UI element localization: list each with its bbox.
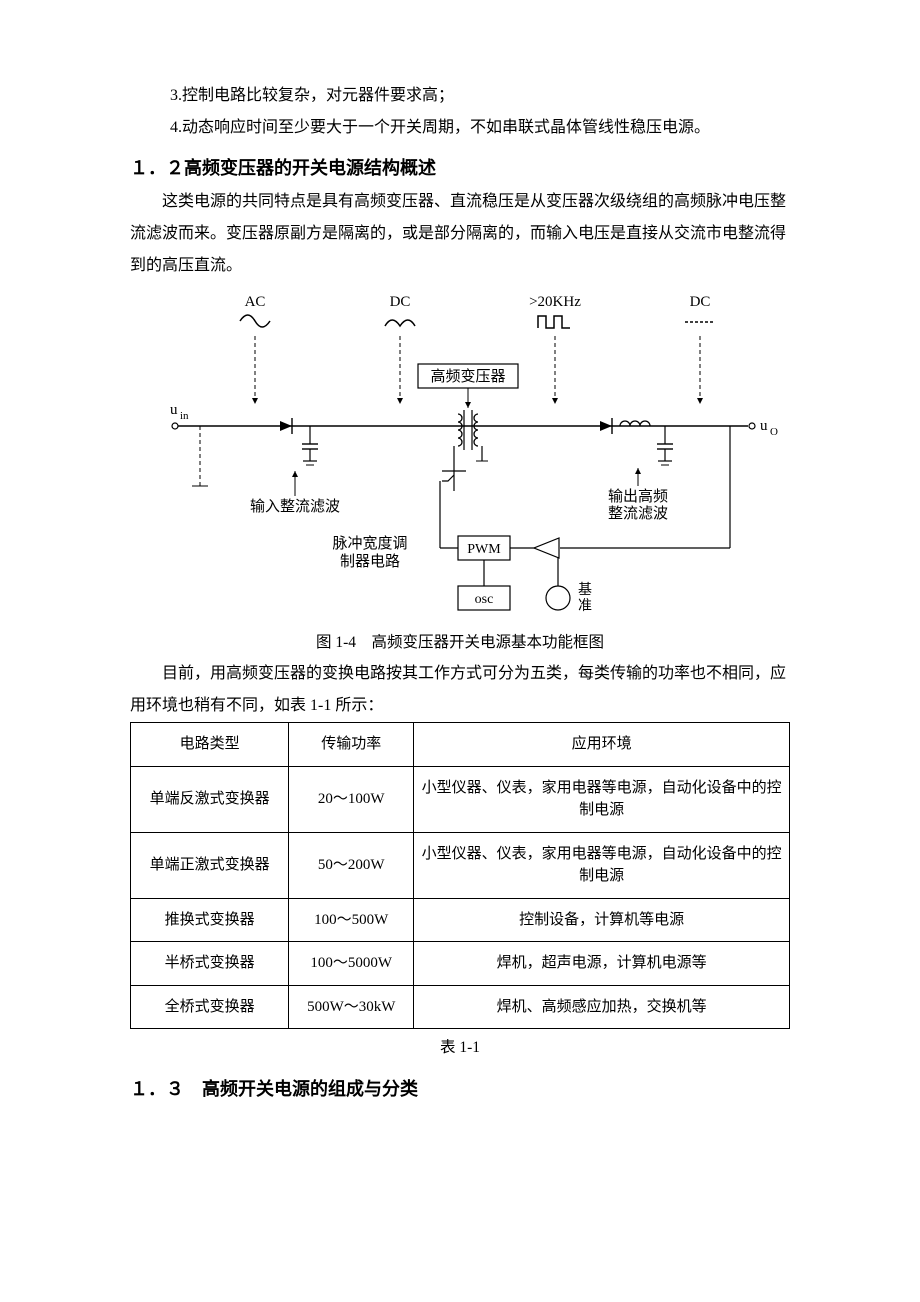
table-row: 推换式变换器 100～500W 控制设备，计算机等电源 [131,898,790,942]
uo-node [749,423,755,429]
uo-label: u [760,418,768,434]
square-pulse-icon [538,316,570,328]
label-freq: >20KHz [529,294,581,310]
pwm-label: PWM [467,542,501,557]
dc-ripple-icon [385,320,415,326]
pwm-ctrl-label-2: 制器电路 [340,553,400,570]
output-rect-label-2: 整流滤波 [608,505,668,522]
td: 20～100W [289,766,414,832]
td: 半桥式变换器 [131,942,289,986]
td: 50～200W [289,832,414,898]
table-row: 全桥式变换器 500W～30kW 焊机、高频感应加热，交换机等 [131,985,790,1029]
block-diagram-svg: AC DC >20KHz DC 高频变压器 u in [140,286,780,626]
td: 100～5000W [289,942,414,986]
label-dc-2: DC [690,294,711,310]
section-1-2-heading: １．２高频变压器的开关电源结构概述 [130,154,790,180]
uin-node [172,423,178,429]
page: 3.控制电路比较复杂，对元器件要求高； 4.动态响应时间至少要大于一个开关周期，… [0,0,920,1302]
table-1-1-caption: 表 1-1 [130,1035,790,1057]
td: 单端反激式变换器 [131,766,289,832]
output-rect-block [600,418,673,465]
amp-triangle [534,538,559,558]
table-row: 单端反激式变换器 20～100W 小型仪器、仪表，家用电器等电源，自动化设备中的… [131,766,790,832]
td: 控制设备，计算机等电源 [414,898,790,942]
transformer-label: 高频变压器 [430,368,505,385]
list-item-4: 4.动态响应时间至少要大于一个开关周期，不如串联式晶体管线性稳压电源。 [130,112,790,144]
td: 焊机，超声电源，计算机电源等 [414,942,790,986]
td: 焊机、高频感应加热，交换机等 [414,985,790,1029]
transformer-symbol [440,410,488,491]
figure-1-4: AC DC >20KHz DC 高频变压器 u in [130,286,790,626]
ref-circle [546,586,570,610]
pwm-ctrl-label-1: 脉冲宽度调 [332,535,407,552]
input-rect-label: 输入整流滤波 [250,498,340,515]
section-1-2-para-1: 这类电源的共同特点是具有高频变压器、直流稳压是从变压器次级绕组的高频脉冲电压整流… [130,186,790,282]
ref-label-2: 准 [578,598,592,614]
th-type: 电路类型 [131,723,289,767]
list-item-3: 3.控制电路比较复杂，对元器件要求高； [130,80,790,112]
td: 小型仪器、仪表，家用电器等电源，自动化设备中的控制电源 [414,766,790,832]
td: 推换式变换器 [131,898,289,942]
ref-label-1: 基 [578,581,592,598]
figure-1-4-caption: 图 1-4 高频变压器开关电源基本功能框图 [130,630,790,652]
section-1-2-para-2: 目前，用高频变压器的变换电路按其工作方式可分为五类，每类传输的功率也不相同，应用… [130,658,790,722]
td: 单端正激式变换器 [131,832,289,898]
input-rect-block [280,418,318,465]
td: 500W～30kW [289,985,414,1029]
label-ac: AC [245,294,266,310]
th-power: 传输功率 [289,723,414,767]
td: 全桥式变换器 [131,985,289,1029]
uo-sub: O [770,426,778,438]
uin-label: u [170,402,178,418]
td: 小型仪器、仪表，家用电器等电源，自动化设备中的控制电源 [414,832,790,898]
output-rect-label-1: 输出高频 [608,488,668,505]
ac-sine-icon [240,315,270,327]
uin-sub: in [180,410,189,422]
osc-label: osc [475,592,494,607]
section-1-3-heading: １．３ 高频开关电源的组成与分类 [130,1075,790,1101]
table-header-row: 电路类型 传输功率 应用环境 [131,723,790,767]
table-row: 单端正激式变换器 50～200W 小型仪器、仪表，家用电器等电源，自动化设备中的… [131,832,790,898]
table-row: 半桥式变换器 100～5000W 焊机，超声电源，计算机电源等 [131,942,790,986]
label-dc-1: DC [390,294,411,310]
table-1-1: 电路类型 传输功率 应用环境 单端反激式变换器 20～100W 小型仪器、仪表，… [130,722,790,1029]
td: 100～500W [289,898,414,942]
th-app: 应用环境 [414,723,790,767]
